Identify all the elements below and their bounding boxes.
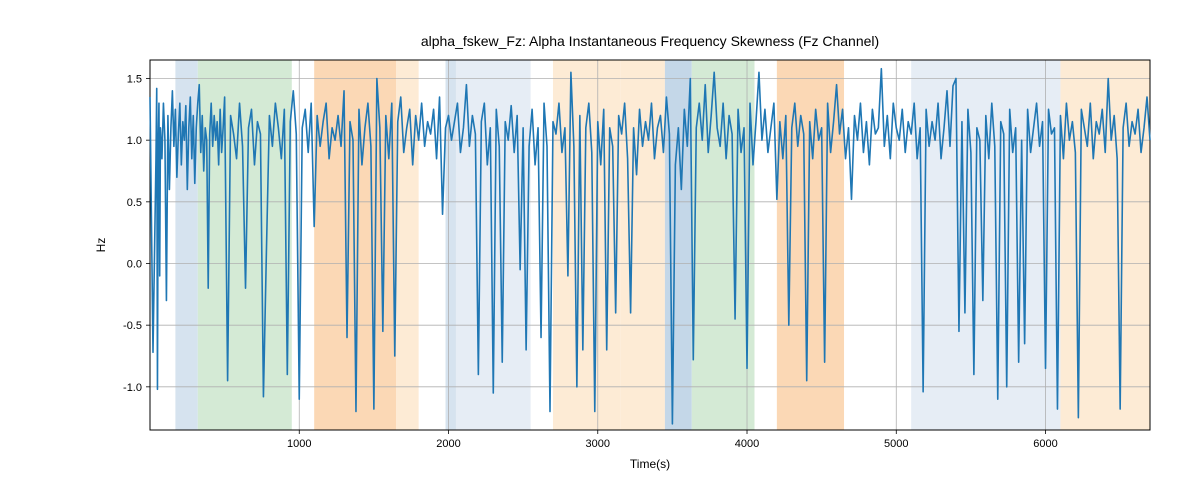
highlight-band: [446, 60, 456, 430]
y-tick-labels: -1.0 -0.5 0.0 0.5 1.0 1.5: [123, 74, 142, 394]
x-tick-label: 3000: [586, 438, 610, 450]
x-tick-label: 6000: [1033, 438, 1057, 450]
chart-title: alpha_fskew_Fz: Alpha Instantaneous Freq…: [421, 33, 879, 49]
highlight-band: [665, 60, 692, 430]
y-tick-label: 1.5: [127, 74, 142, 86]
line-chart-svg: 1000 2000 3000 4000 5000 6000 -1.0 -0.5 0.0 0.5 1…: [0, 0, 1200, 500]
x-tick-label: 2000: [436, 438, 460, 450]
x-tick-label: 4000: [735, 438, 759, 450]
x-tick-marks: [299, 430, 1045, 434]
y-axis-label: Hz: [94, 238, 108, 253]
y-tick-label: 1.0: [127, 135, 142, 147]
y-tick-marks: [146, 79, 150, 387]
x-tick-labels: 1000 2000 3000 4000 5000 6000: [287, 438, 1058, 450]
y-tick-label: -1.0: [123, 382, 142, 394]
x-tick-label: 1000: [287, 438, 311, 450]
y-tick-label: 0.5: [127, 197, 142, 209]
highlight-band: [620, 60, 665, 430]
x-axis-label: Time(s): [630, 457, 670, 471]
y-tick-label: 0.0: [127, 259, 142, 271]
x-tick-label: 5000: [884, 438, 908, 450]
y-tick-label: -0.5: [123, 320, 142, 332]
highlight-bands: [175, 60, 1150, 430]
